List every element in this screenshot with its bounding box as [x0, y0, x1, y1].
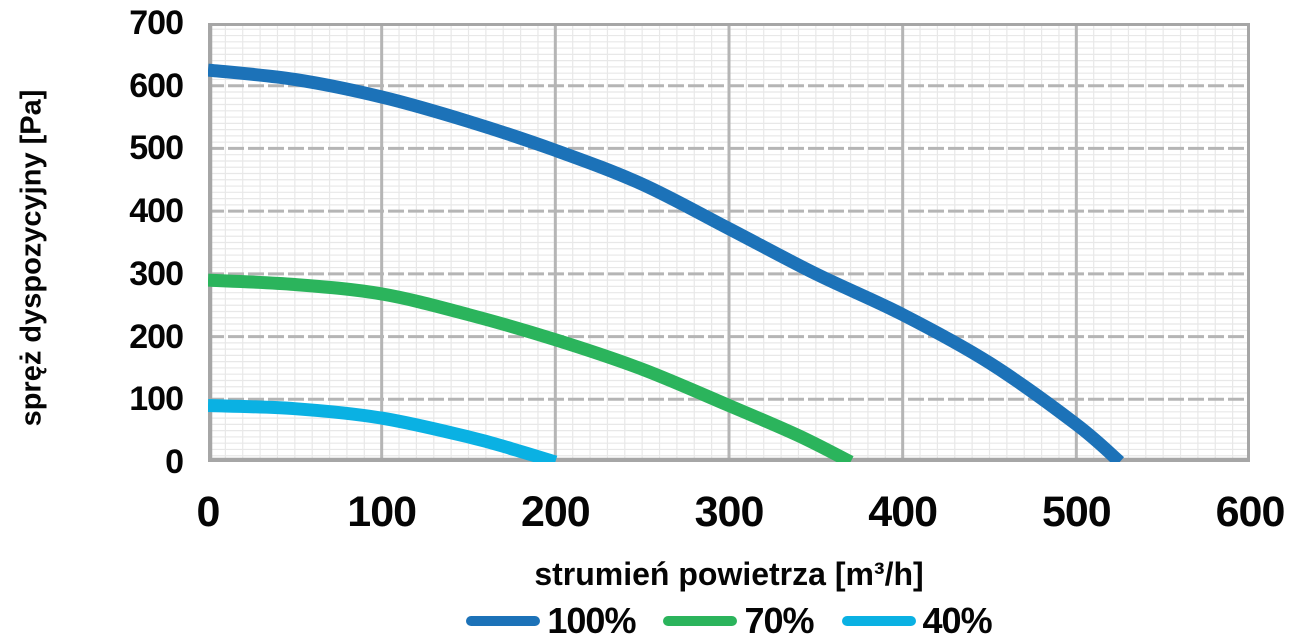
y-axis-title: spręż dyspozycyjny [Pa] [15, 89, 48, 427]
y-tick-label: 700 [129, 4, 184, 42]
curve-40% [208, 399, 558, 462]
x-tick-label: 500 [1041, 488, 1112, 536]
legend-label: 40% [922, 600, 993, 640]
curve-100% [208, 63, 1125, 462]
x-tick-label: 100 [347, 488, 417, 536]
curve-70% [208, 273, 854, 462]
legend-label: 70% [744, 600, 814, 640]
x-tick-label: 300 [694, 488, 765, 536]
y-tick-label: 0 [165, 443, 184, 481]
y-tick-label: 500 [129, 129, 184, 168]
x-tick-label: 200 [520, 488, 591, 536]
y-tick-label: 400 [129, 192, 184, 231]
legend-swatch [466, 616, 541, 626]
y-tick-label: 300 [129, 254, 184, 293]
x-tick-label: 0 [196, 488, 221, 536]
y-tick-label: 100 [129, 380, 184, 419]
legend-item: 70% [663, 600, 815, 640]
x-tick-label: 400 [868, 488, 938, 536]
y-tick-label: 600 [129, 66, 184, 105]
x-axis-title: strumień powietrza [m³/h] [534, 556, 924, 592]
legend: 100% 70% 40% [208, 600, 1250, 640]
legend-swatch [663, 616, 738, 626]
plot-svg [208, 23, 1250, 462]
legend-item: 40% [841, 600, 993, 640]
legend-item: 100% [466, 600, 636, 640]
legend-label: 100% [547, 600, 636, 640]
x-tick-label: 600 [1215, 488, 1286, 536]
legend-swatch [841, 616, 916, 626]
y-tick-label: 200 [129, 317, 184, 356]
